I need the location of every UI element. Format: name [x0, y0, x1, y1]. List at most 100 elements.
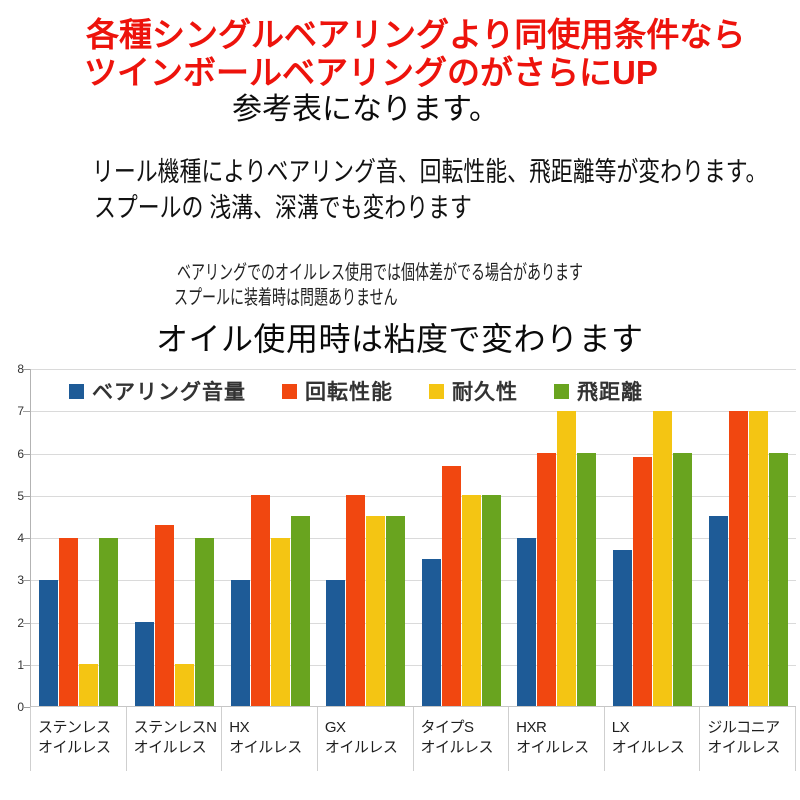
gridline-y8: [31, 369, 796, 370]
bar-groups: [31, 369, 796, 706]
legend-item-飛距離: 飛距離: [554, 376, 643, 406]
bar-group-6: [509, 369, 605, 706]
category-line2: オイルレス: [516, 739, 589, 756]
bar-飛距離-タイプS: [481, 495, 501, 706]
bar-飛距離-ジルコニア: [768, 453, 788, 706]
gridline-y6: [31, 453, 796, 455]
bar-飛距離-GX: [386, 516, 406, 706]
small-note-line1: ベアリングでのオイルレス使用では個体差がでる場合があります: [177, 262, 583, 284]
y-tick-label-0: 0: [17, 700, 24, 714]
bar-飛距離-ステンレスN: [194, 537, 214, 706]
category-line1: LX: [611, 719, 630, 736]
chart-title: オイル使用時は粘度で変わります: [156, 321, 644, 357]
category-label-6: HXR オイルレス: [508, 707, 604, 771]
bar-ベアリング音量-タイプS: [421, 558, 441, 706]
legend-item-耐久性: 耐久性: [429, 376, 518, 406]
category-line1: HXR: [516, 719, 547, 736]
category-label-1: ステンレスオイルレス: [30, 707, 126, 771]
category-line1: GX: [324, 719, 346, 736]
category-line2: オイルレス: [38, 739, 111, 756]
bar-耐久性-ジルコニア: [748, 411, 768, 706]
bar-ベアリング音量-HX: [230, 579, 250, 706]
y-tick-label-3: 3: [17, 573, 24, 588]
category-line1: ステンレスN: [133, 719, 217, 736]
x-axis-labels: ステンレス オイルレス ステンレスN オイルレス HX オイルレス GX オイルレス タイプS オ…: [30, 707, 796, 771]
subtitle: 参考表になります。: [232, 93, 499, 126]
bar-耐久性-タイプS: [461, 495, 481, 706]
category-line1: タイプS: [420, 719, 475, 736]
y-tick-mark-2: [23, 622, 31, 624]
legend-item-回転性能: 回転性能: [282, 376, 393, 406]
category-line2: オイルレス: [611, 739, 685, 756]
y-tick-label-4: 4: [17, 531, 24, 545]
y-tick-label-5: 5: [17, 488, 24, 503]
y-tick-label-2: 2: [17, 615, 24, 630]
y-tick-mark-5: [23, 495, 31, 497]
gridline-y4: [31, 538, 796, 539]
legend-item-ベアリング音量: ベアリング音量: [69, 376, 246, 406]
bar-group-8: [700, 369, 796, 706]
category-label-2: ステンレスN オイルレス: [125, 707, 222, 771]
bar-group-2: [127, 369, 223, 706]
y-tick-mark-7: [23, 411, 31, 413]
legend-swatch-icon: [282, 383, 297, 399]
y-tick-mark-8: [23, 369, 31, 370]
y-tick-mark-6: [23, 453, 31, 455]
bar-group-4: [318, 369, 414, 706]
category-label-4: GX オイルレス: [316, 707, 413, 771]
y-tick-label-7: 7: [17, 404, 24, 419]
bar-ベアリング音量-GX: [326, 579, 346, 706]
bar-回転性能-HX: [250, 495, 270, 706]
bar-group-7: [605, 369, 701, 706]
headline-red-line1: 各種シングルベアリングより同使用条件なら: [86, 16, 746, 53]
bar-group-1: [31, 369, 127, 706]
gridline-y2: [31, 622, 796, 624]
legend-label: ベアリング音量: [92, 381, 246, 404]
y-tick-mark-3: [23, 580, 31, 582]
category-line2: オイルレス: [420, 739, 494, 756]
gridline-y7: [31, 411, 796, 413]
category-line2: オイルレス: [707, 739, 780, 756]
y-tick-mark-0: [23, 707, 31, 708]
category-label-7: LX オイルレス: [603, 707, 700, 771]
y-tick-mark-1: [23, 664, 31, 666]
bar-回転性能-ステンレスN: [154, 524, 174, 706]
bar-ベアリング音量-ステンレスN: [134, 621, 154, 706]
bar-group-5: [414, 369, 510, 706]
y-tick-label-8: 8: [17, 362, 24, 376]
category-line1: ステンレス: [38, 719, 111, 736]
bar-回転性能-HXR: [537, 453, 557, 706]
category-line1: ジルコニア: [707, 719, 780, 736]
legend-swatch-icon: [69, 383, 84, 399]
category-line1: HX: [229, 719, 250, 736]
bar-ベアリング音量-HXR: [517, 537, 537, 706]
category-label-8: ジルコニアオイルレス: [699, 707, 795, 771]
bar-回転性能-ジルコニア: [728, 411, 748, 706]
note-line2: スプールの 浅溝、深溝でも変わります: [94, 193, 472, 223]
plot-area: ベアリング音量 回転性能 耐久性 飛距離: [30, 369, 796, 707]
bar-回転性能-ステンレス: [59, 537, 79, 706]
bar-ベアリング音量-LX: [613, 550, 633, 706]
legend-label: 飛距離: [577, 381, 643, 404]
bar-回転性能-LX: [633, 457, 653, 706]
legend-swatch-icon: [554, 383, 569, 399]
category-label-5: タイプS オイルレス: [412, 707, 509, 771]
bar-ベアリング音量-ジルコニア: [708, 516, 728, 706]
bar-飛距離-HXR: [577, 453, 597, 706]
bar-飛距離-HX: [290, 516, 310, 706]
note-line1: リール機種によりベアリング音、回転性能、飛距離等が変わります。: [92, 157, 768, 187]
legend-swatch-icon: [429, 383, 444, 399]
category-line2: オイルレス: [229, 739, 302, 756]
y-tick-label-1: 1: [17, 657, 24, 672]
category-line2: オイルレス: [133, 739, 207, 756]
bar-飛距離-LX: [673, 453, 693, 706]
bar-耐久性-ステンレスN: [174, 663, 194, 706]
bar-飛距離-ステンレス: [99, 537, 119, 706]
gridline-y3: [31, 580, 796, 582]
bar-ベアリング音量-ステンレス: [39, 579, 59, 706]
bar-耐久性-HX: [270, 537, 290, 706]
bar-耐久性-ステンレス: [79, 663, 99, 706]
bar-group-3: [222, 369, 318, 706]
y-tick-mark-4: [23, 538, 31, 539]
